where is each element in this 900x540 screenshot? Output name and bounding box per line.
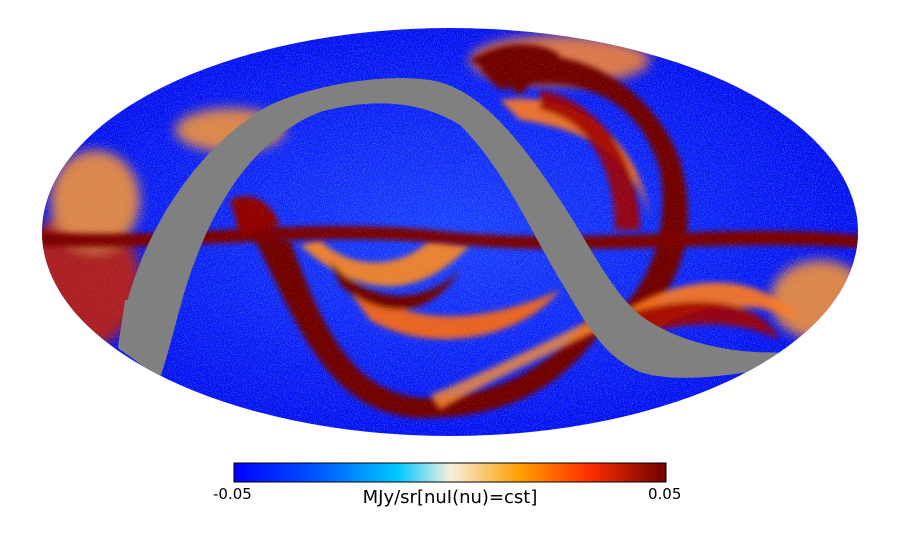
mollweide-map	[42, 28, 858, 436]
masked-band	[118, 78, 790, 379]
colorbar-min-label: -0.05	[213, 485, 252, 503]
colorbar-max-label: 0.05	[648, 485, 682, 503]
colorbar-unit-label: MJy/sr[nuI(nu)=cst]	[362, 487, 538, 508]
colorbar	[233, 462, 667, 483]
